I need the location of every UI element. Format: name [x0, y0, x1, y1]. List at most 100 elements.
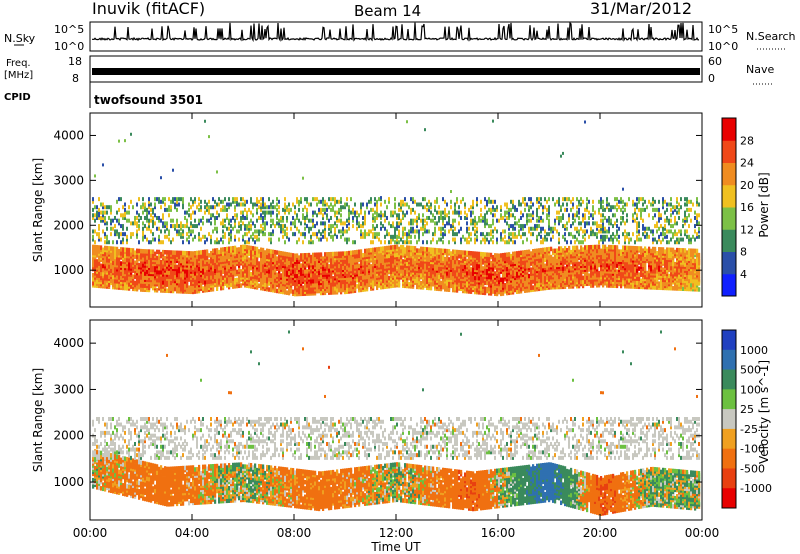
power-cell — [484, 197, 486, 202]
power-cell — [192, 229, 194, 234]
power-cell — [116, 232, 118, 237]
power-cell — [312, 210, 314, 215]
power-cell — [330, 234, 332, 239]
power-cell — [494, 261, 497, 266]
power-cell — [454, 237, 456, 242]
power-cell — [442, 240, 444, 245]
power-cell — [184, 224, 186, 229]
power-cell — [172, 199, 174, 204]
power-cell — [360, 249, 363, 254]
power-cell — [380, 240, 382, 245]
power-cell — [396, 226, 398, 231]
power-cell — [370, 197, 372, 202]
power-cell — [410, 229, 412, 234]
power-cell — [270, 210, 272, 215]
power-cell — [374, 232, 376, 237]
power-cell — [398, 281, 401, 286]
power-cell — [98, 234, 100, 239]
power-cell — [168, 254, 171, 259]
power-cell — [502, 229, 504, 234]
power-cell — [402, 199, 404, 204]
power-cell — [340, 234, 342, 239]
power-cell — [510, 199, 512, 204]
power-cell — [394, 229, 396, 234]
power-cell — [228, 202, 230, 207]
power-cell — [278, 205, 280, 210]
power-cell — [504, 270, 507, 276]
power-cell — [208, 273, 211, 278]
power-cell — [174, 226, 176, 231]
power-cell — [424, 224, 426, 229]
power-cell — [418, 229, 420, 234]
power-cell — [236, 215, 238, 220]
power-cell — [198, 234, 200, 239]
power-cell — [172, 260, 175, 265]
power-cell — [402, 226, 404, 231]
power-cell — [330, 202, 332, 207]
power-cell — [320, 207, 322, 212]
power-cell — [146, 215, 148, 220]
power-cell — [414, 229, 416, 234]
power-cell — [410, 240, 412, 245]
power-cell — [210, 240, 212, 245]
power-cell — [280, 273, 283, 278]
power-cell — [358, 221, 360, 226]
power-cell — [170, 274, 173, 280]
power-cell — [332, 280, 335, 285]
power-cell — [240, 215, 242, 220]
power-cell — [330, 284, 333, 289]
power-cell — [442, 210, 444, 215]
power-cell — [188, 207, 190, 212]
power-cell — [220, 263, 223, 269]
power-cell — [476, 202, 478, 207]
power-cell — [486, 286, 489, 292]
power-cell — [454, 232, 456, 237]
power-cell — [422, 254, 425, 260]
power-cell — [512, 213, 514, 218]
power-cell — [456, 210, 458, 215]
power-cell — [168, 260, 171, 265]
power-cell — [490, 232, 492, 237]
power-cell — [460, 250, 463, 255]
power-cell — [466, 215, 468, 220]
power-cell — [342, 261, 345, 266]
power-cell — [366, 248, 369, 253]
power-cell — [218, 197, 220, 202]
power-cell — [402, 215, 404, 220]
power-cell — [200, 266, 203, 271]
power-cell — [226, 213, 228, 218]
power-cell — [114, 224, 116, 229]
power-cell — [114, 229, 116, 234]
power-cell — [486, 237, 488, 242]
power-cell — [178, 286, 181, 292]
power-cell — [278, 282, 281, 288]
power-cell — [336, 210, 338, 215]
power-cell — [356, 249, 359, 255]
power-cell — [484, 252, 487, 257]
power-cell — [434, 232, 436, 237]
power-cell — [324, 221, 326, 226]
power-cell — [390, 210, 392, 215]
power-cell — [240, 283, 243, 288]
power-cell — [490, 237, 492, 242]
power-cell — [288, 237, 290, 242]
power-cell — [98, 245, 101, 250]
power-cell — [354, 202, 356, 207]
power-cell — [124, 247, 127, 252]
power-cell — [212, 229, 214, 234]
power-cell — [306, 199, 308, 204]
power-cell — [222, 224, 224, 229]
power-cell — [160, 205, 162, 210]
power-cell — [418, 215, 420, 220]
power-cell — [94, 244, 97, 250]
power-cell — [362, 234, 364, 239]
power-cell — [118, 221, 120, 226]
power-cell — [92, 199, 94, 204]
power-cell — [478, 215, 480, 220]
power-cell — [306, 215, 308, 220]
power-cell — [94, 205, 96, 210]
power-cell — [398, 266, 401, 272]
power-cell — [230, 246, 233, 251]
power-cell — [392, 263, 395, 268]
power-cell — [404, 226, 406, 231]
